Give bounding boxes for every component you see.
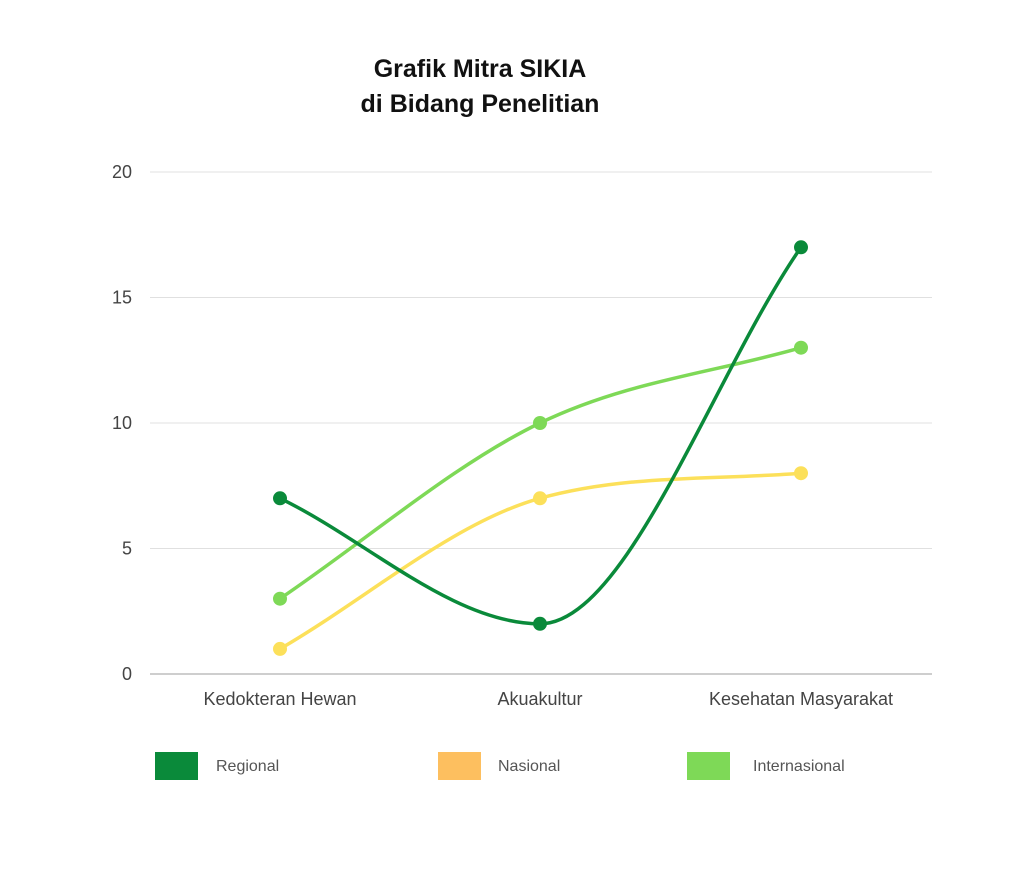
data-point-internasional-0 [273, 591, 287, 606]
data-point-nasional-1 [533, 491, 547, 506]
chart-title-line-1: Grafik Mitra SIKIA [373, 55, 587, 83]
y-tick-label: 10 [112, 413, 132, 433]
data-point-nasional-2 [794, 466, 808, 481]
x-tick-label: Akuakultur [497, 689, 582, 709]
data-point-regional-1 [533, 616, 547, 631]
chart-title-line-2: di Bidang Penelitian [360, 90, 600, 118]
y-tick-label: 0 [122, 664, 132, 684]
y-tick-label: 15 [112, 288, 132, 308]
series-points [273, 240, 808, 656]
legend-swatch-regional [155, 752, 198, 780]
data-point-internasional-1 [533, 416, 547, 430]
legend-swatch-nasional [438, 752, 481, 780]
series-line-regional [278, 245, 803, 626]
legend-label-internasional: Internasional [753, 758, 845, 775]
y-tick-label: 5 [122, 539, 132, 559]
legend-label-regional: Regional [216, 758, 279, 775]
legend: Regional Nasional Internasional [155, 752, 845, 780]
chart-title: Grafik Mitra SIKIA di Bidang Penelitian [230, 52, 730, 122]
data-point-regional-0 [273, 491, 287, 506]
data-point-internasional-2 [794, 340, 808, 355]
data-point-nasional-0 [273, 641, 287, 656]
data-point-regional-2 [794, 240, 808, 255]
series-lines [278, 245, 803, 651]
x-axis-ticks: Kedokteran Hewan Akuakultur Kesehatan Masy… [203, 689, 893, 709]
x-tick-label: Kedokteran Hewan [203, 689, 356, 709]
legend-label-nasional: Nasional [498, 758, 560, 775]
legend-swatch-internasional [687, 752, 730, 780]
x-tick-label: Kesehatan Masyarakat [709, 689, 893, 709]
y-tick-label: 20 [112, 162, 132, 182]
y-axis-ticks: 0 5 10 15 20 [112, 162, 132, 684]
